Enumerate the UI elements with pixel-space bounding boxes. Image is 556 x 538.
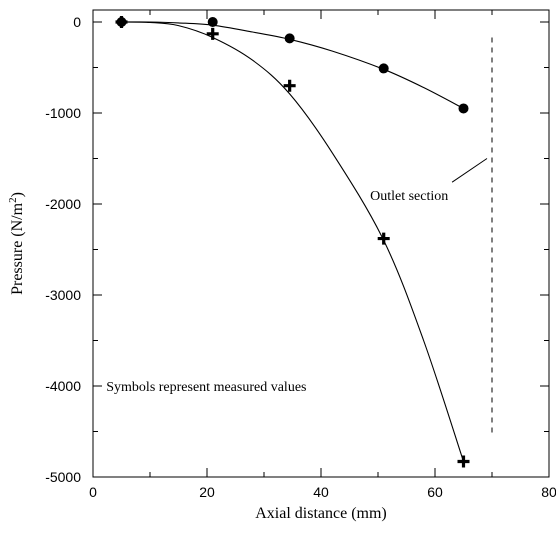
x-tick-label: 80 [541,484,556,500]
plus-marker [206,27,219,40]
measured-values-note: Symbols represent measured values [106,380,306,395]
y-axis-title-main: Pressure (N/m [9,202,26,295]
series-plus-curve [121,21,465,462]
outlet-section-label: Outlet section [370,189,448,204]
x-tick-label: 20 [199,484,215,500]
x-tick-label: 0 [89,484,97,500]
y-tick-label: -1000 [45,105,81,121]
plus-marker [283,79,296,92]
y-tick-label: -3000 [45,287,81,303]
x-tick-label: 40 [313,484,329,500]
circle-marker [207,17,218,27]
plus-marker [377,232,390,245]
plus-marker [457,455,470,468]
annotations [451,37,493,437]
plus-marker [115,16,128,28]
y-axis-title-superscript: 2 [7,197,19,203]
y-tick-label: 0 [73,14,81,30]
series-circle-curve [121,21,464,109]
axes [92,9,550,478]
ticks: 0 20 40 60 80 0 -1000 -2000 -3000 -4000 -5000 [45,10,556,500]
x-tick-label: 60 [427,484,443,500]
y-axis-title: Pressure (N/m2) [7,192,26,295]
y-axis-title-close: ) [9,192,26,197]
y-tick-label: -5000 [45,469,81,485]
outlet-leader-line [451,158,488,183]
circle-marker [378,63,389,74]
y-tick-label: -2000 [45,196,81,212]
plot-frame [92,9,550,478]
circle-marker [458,103,469,114]
series [115,16,470,468]
x-axis-title: Axial distance (mm) [255,505,387,522]
circle-marker [284,33,295,44]
y-tick-label: -4000 [45,378,81,394]
